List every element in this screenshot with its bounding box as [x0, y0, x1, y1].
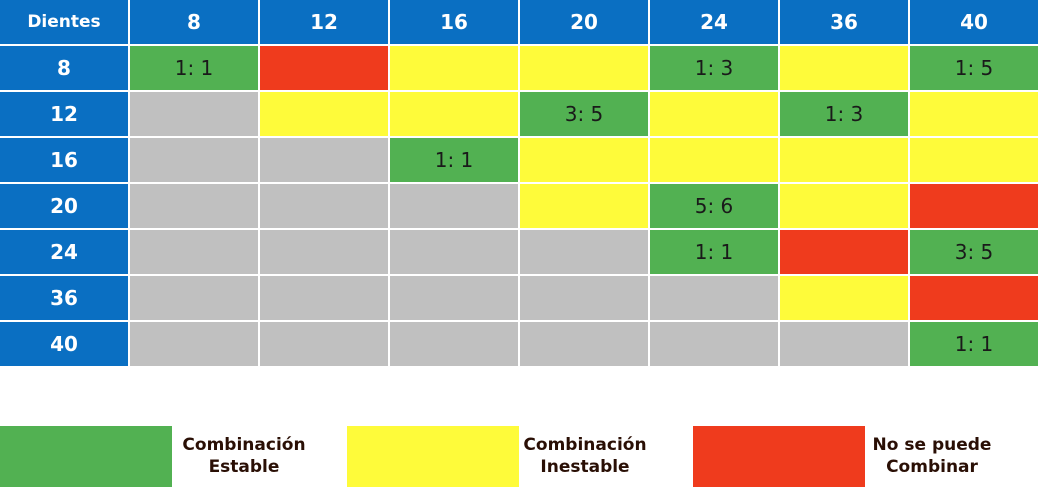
stable-cell: 1: 1 — [130, 46, 260, 92]
column-header: 8 — [130, 0, 260, 46]
unstable-cell — [520, 46, 650, 92]
empty-cell — [260, 230, 390, 276]
empty-cell — [130, 230, 260, 276]
row-header: 40 — [0, 322, 130, 368]
unstable-cell — [780, 276, 910, 322]
row-header: 16 — [0, 138, 130, 184]
impossible-cell — [910, 276, 1039, 322]
unstable-cell — [260, 92, 390, 138]
row-header: 24 — [0, 230, 130, 276]
stable-cell: 3: 5 — [910, 230, 1039, 276]
column-header: 12 — [260, 0, 390, 46]
impossible-cell — [780, 230, 910, 276]
unstable-cell — [650, 92, 780, 138]
legend-impossible-line1: No se puede — [872, 435, 992, 455]
column-header: 36 — [780, 0, 910, 46]
empty-cell — [260, 138, 390, 184]
empty-cell — [130, 276, 260, 322]
empty-cell — [130, 92, 260, 138]
stable-cell: 1: 1 — [910, 322, 1039, 368]
unstable-cell — [650, 138, 780, 184]
legend-label-unstable: Combinación Inestable — [505, 434, 665, 478]
legend-stable-line2: Estable — [208, 457, 280, 477]
stable-cell: 1: 3 — [650, 46, 780, 92]
unstable-cell — [390, 46, 520, 92]
legend: Combinación Estable Combinación Inestabl… — [0, 426, 1039, 487]
empty-cell — [260, 322, 390, 368]
stable-cell: 1: 5 — [910, 46, 1039, 92]
empty-cell — [130, 184, 260, 230]
empty-cell — [260, 184, 390, 230]
legend-stable-line1: Combinación — [182, 435, 306, 455]
impossible-cell — [910, 184, 1039, 230]
column-header: 24 — [650, 0, 780, 46]
unstable-cell — [520, 184, 650, 230]
empty-cell — [520, 322, 650, 368]
empty-cell — [650, 276, 780, 322]
unstable-cell — [520, 138, 650, 184]
row-header: 20 — [0, 184, 130, 230]
empty-cell — [520, 276, 650, 322]
legend-impossible-line2: Combinar — [886, 457, 978, 477]
legend-swatch-impossible — [693, 426, 865, 487]
unstable-cell — [910, 92, 1039, 138]
column-header: 40 — [910, 0, 1039, 46]
stable-cell: 5: 6 — [650, 184, 780, 230]
stable-cell: 1: 1 — [650, 230, 780, 276]
unstable-cell — [390, 92, 520, 138]
unstable-cell — [780, 138, 910, 184]
legend-unstable-line1: Combinación — [523, 435, 647, 455]
row-header: 12 — [0, 92, 130, 138]
column-header: 16 — [390, 0, 520, 46]
corner-header: Dientes — [0, 0, 130, 46]
unstable-cell — [780, 46, 910, 92]
empty-cell — [260, 276, 390, 322]
empty-cell — [390, 230, 520, 276]
stable-cell: 3: 5 — [520, 92, 650, 138]
legend-swatch-unstable — [347, 426, 519, 487]
empty-cell — [520, 230, 650, 276]
empty-cell — [650, 322, 780, 368]
stable-cell: 1: 3 — [780, 92, 910, 138]
empty-cell — [780, 322, 910, 368]
legend-swatch-stable — [0, 426, 172, 487]
row-header: 8 — [0, 46, 130, 92]
legend-label-stable: Combinación Estable — [164, 434, 324, 478]
stable-cell: 1: 1 — [390, 138, 520, 184]
empty-cell — [390, 276, 520, 322]
impossible-cell — [260, 46, 390, 92]
row-header: 36 — [0, 276, 130, 322]
column-header: 20 — [520, 0, 650, 46]
unstable-cell — [910, 138, 1039, 184]
legend-unstable-line2: Inestable — [540, 457, 630, 477]
unstable-cell — [780, 184, 910, 230]
empty-cell — [130, 138, 260, 184]
legend-label-impossible: No se puede Combinar — [852, 434, 1012, 478]
empty-cell — [130, 322, 260, 368]
empty-cell — [390, 184, 520, 230]
empty-cell — [390, 322, 520, 368]
